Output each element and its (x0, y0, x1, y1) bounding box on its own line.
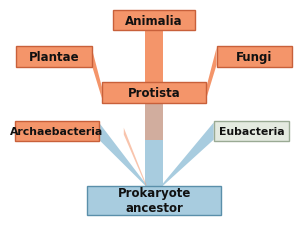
Polygon shape (162, 123, 214, 187)
Text: Plantae: Plantae (28, 51, 79, 64)
FancyBboxPatch shape (16, 47, 92, 67)
FancyBboxPatch shape (87, 186, 221, 215)
Polygon shape (99, 123, 146, 187)
Polygon shape (146, 103, 163, 141)
Text: Eubacteria: Eubacteria (219, 127, 284, 136)
FancyBboxPatch shape (214, 121, 289, 142)
Polygon shape (146, 31, 163, 83)
Text: Fungi: Fungi (236, 51, 272, 64)
Text: Protista: Protista (128, 87, 181, 100)
FancyBboxPatch shape (102, 83, 206, 103)
Polygon shape (206, 49, 217, 99)
Text: Prokaryote
ancestor: Prokaryote ancestor (117, 186, 191, 214)
Polygon shape (124, 128, 146, 187)
Text: Animalia: Animalia (125, 15, 183, 27)
FancyBboxPatch shape (113, 11, 195, 31)
Text: Archaebacteria: Archaebacteria (10, 127, 103, 136)
Polygon shape (146, 103, 163, 186)
FancyBboxPatch shape (15, 121, 99, 142)
FancyBboxPatch shape (217, 47, 292, 67)
Polygon shape (92, 49, 102, 99)
